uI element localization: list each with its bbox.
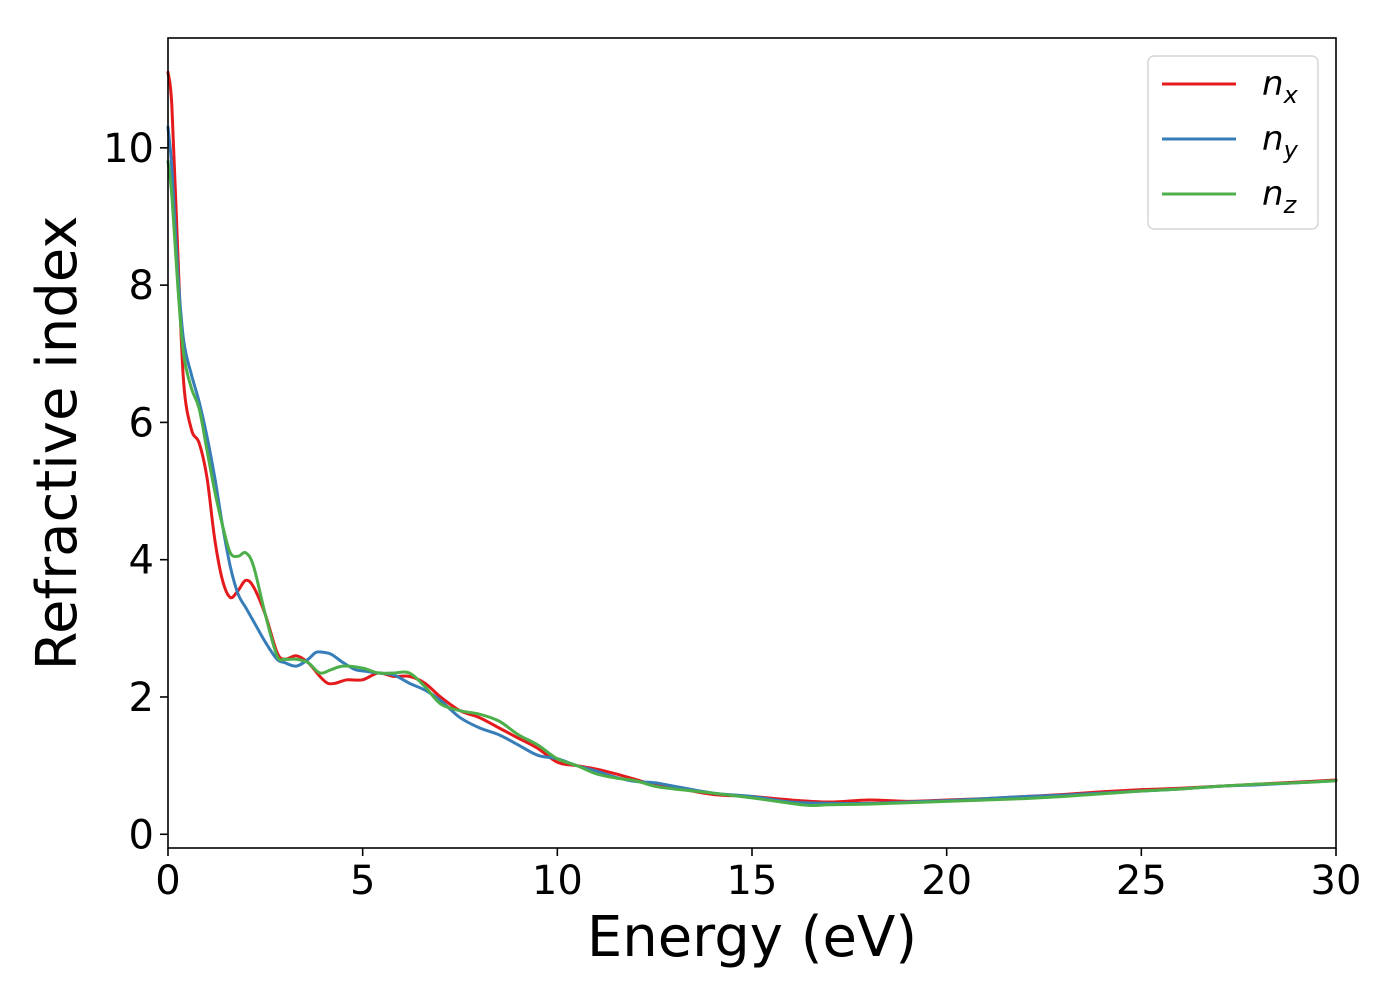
y-tick-label: 4 — [129, 538, 154, 584]
series-line-nz — [166, 160, 1338, 807]
y-tick-label: 2 — [129, 675, 154, 721]
x-tick-label: 25 — [1116, 858, 1167, 904]
y-axis-label: Refractive index — [25, 216, 90, 671]
legend-box — [1147, 55, 1319, 230]
x-tick-label: 0 — [155, 858, 180, 904]
x-tick-label: 5 — [350, 858, 375, 904]
x-axis-ticks: 0 5 10 15 20 25 30 — [155, 848, 1361, 904]
x-axis-label: Energy (eV) — [587, 905, 917, 970]
legend-label: nx — [1262, 64, 1299, 109]
plot-background — [168, 38, 1336, 848]
y-tick-label: 6 — [129, 400, 154, 446]
y-axis-ticks: 0 2 4 6 8 10 — [103, 126, 168, 858]
x-tick-label: 30 — [1311, 858, 1362, 904]
x-tick-label: 10 — [532, 858, 583, 904]
y-tick-label: 8 — [129, 263, 154, 309]
y-tick-label: 0 — [129, 812, 154, 858]
series-layer — [166, 70, 1338, 807]
x-tick-label: 20 — [921, 858, 972, 904]
legend-label: nz — [1262, 174, 1298, 219]
legend: nx ny nz — [1147, 55, 1319, 230]
y-tick-label: 10 — [103, 126, 154, 172]
x-tick-label: 15 — [727, 858, 778, 904]
legend-label: ny — [1262, 119, 1299, 164]
